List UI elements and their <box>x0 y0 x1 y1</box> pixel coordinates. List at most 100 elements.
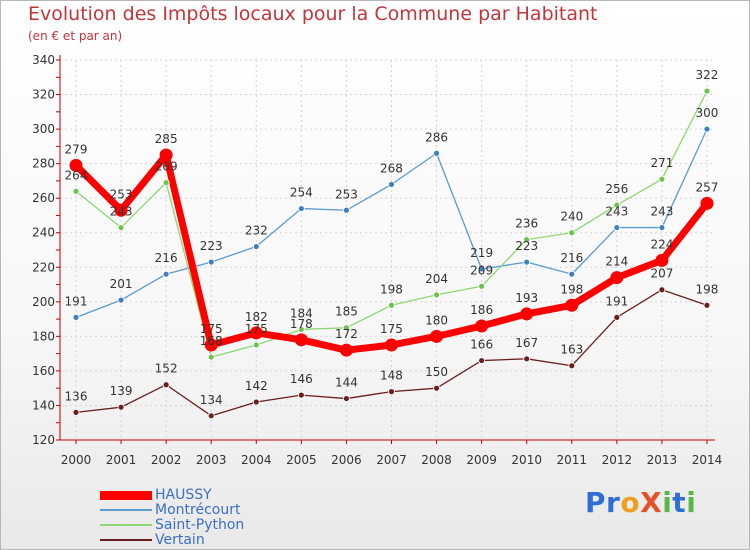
x-tick-label: 2007 <box>376 453 407 467</box>
point-vertain <box>568 362 576 370</box>
data-label-haussy: 253 <box>110 187 133 201</box>
point-haussy <box>700 196 714 210</box>
data-label-saint-python: 256 <box>605 182 628 196</box>
x-tick-label: 2013 <box>647 453 678 467</box>
x-tick-label: 2010 <box>511 453 542 467</box>
data-label-haussy: 214 <box>605 255 628 269</box>
data-label-montr-court: 268 <box>380 161 403 175</box>
data-label-montr-court: 223 <box>200 239 223 253</box>
data-label-haussy: 279 <box>65 142 88 156</box>
data-label-saint-python: 271 <box>650 156 673 170</box>
point-vertain <box>117 403 125 411</box>
data-label-haussy: 182 <box>245 310 268 324</box>
data-label-haussy: 175 <box>200 322 223 336</box>
point-haussy <box>339 343 353 357</box>
data-label-haussy: 285 <box>155 132 178 146</box>
x-axis: 2000 2001 2002 2003 2004 2005 2006 2007 2008 2009… <box>60 439 723 467</box>
x-tick-label: 2006 <box>331 453 362 467</box>
y-tick-label: 220 <box>32 260 55 274</box>
point-haussy <box>430 329 444 343</box>
data-label-haussy: 193 <box>515 291 538 305</box>
y-tick-label: 200 <box>32 295 55 309</box>
point-saint-python <box>658 175 666 183</box>
x-tick-label: 2012 <box>602 453 633 467</box>
point-montr-court <box>433 149 440 157</box>
logo-letter: P <box>585 486 607 519</box>
logo-letter: X <box>640 486 663 519</box>
series-labels: 136 139 152 134 142 146 144 148 150 166 167 163 191 2… <box>65 68 719 407</box>
legend-label: HAUSSY <box>155 487 212 503</box>
data-label-vertain: 152 <box>155 362 178 376</box>
data-label-montr-court: 216 <box>155 251 178 265</box>
point-vertain <box>658 286 666 294</box>
x-tick-label: 2009 <box>466 453 497 467</box>
point-montr-court <box>72 313 80 321</box>
data-label-vertain: 134 <box>200 393 223 407</box>
point-haussy <box>114 203 128 217</box>
data-label-haussy: 186 <box>470 303 493 317</box>
data-label-haussy: 180 <box>425 313 448 327</box>
point-montr-court <box>568 270 576 278</box>
point-saint-python <box>117 224 125 231</box>
data-label-saint-python: 264 <box>65 168 88 182</box>
point-haussy <box>520 307 534 321</box>
data-label-vertain: 139 <box>110 384 133 398</box>
point-saint-python <box>433 291 440 299</box>
point-saint-python <box>478 282 486 290</box>
legend-label: Vertain <box>155 532 205 548</box>
point-vertain <box>478 357 486 364</box>
point-saint-python <box>72 187 80 195</box>
data-label-montr-court: 300 <box>696 106 719 120</box>
x-tick-label: 2000 <box>61 453 92 467</box>
data-label-montr-court: 201 <box>110 277 133 291</box>
data-label-haussy: 198 <box>560 282 583 296</box>
data-label-haussy: 175 <box>380 322 403 336</box>
y-tick-label: 280 <box>32 157 55 171</box>
point-haussy <box>655 253 669 267</box>
point-montr-court <box>613 224 621 231</box>
data-label-saint-python: 269 <box>155 160 178 174</box>
point-saint-python <box>703 87 711 95</box>
point-haussy <box>294 333 308 347</box>
y-tick-label: 140 <box>32 398 55 412</box>
data-label-vertain: 144 <box>335 376 358 390</box>
point-saint-python <box>207 353 215 361</box>
data-label-montr-court: 232 <box>245 224 268 238</box>
legend-swatch <box>100 509 152 511</box>
data-label-saint-python: 168 <box>200 334 223 348</box>
point-haussy <box>69 158 83 172</box>
chart-title: Evolution des Impôts locaux pour la Comm… <box>28 3 598 25</box>
point-montr-court <box>343 206 350 214</box>
point-montr-court <box>388 180 395 188</box>
point-saint-python <box>568 229 576 237</box>
point-vertain <box>207 412 215 420</box>
legend-swatch <box>100 491 152 500</box>
y-tick-label: 240 <box>32 226 55 240</box>
point-haussy <box>159 148 173 162</box>
legend-label: Saint-Python <box>155 517 245 533</box>
x-tick-label: 2014 <box>692 453 723 467</box>
data-label-saint-python: 322 <box>696 68 719 82</box>
point-vertain <box>297 391 305 399</box>
data-label-vertain: 207 <box>650 267 673 281</box>
x-tick-label: 2003 <box>196 453 227 467</box>
x-tick-label: 2002 <box>151 453 182 467</box>
legend-swatch <box>100 524 152 526</box>
point-haussy <box>610 271 624 285</box>
data-label-saint-python: 243 <box>110 205 133 219</box>
y-axis: 120 140 160 180 200 220 240 260 280 300 320 340 <box>32 53 61 447</box>
data-label-haussy: 257 <box>696 180 719 194</box>
logo-letter: t <box>672 486 687 519</box>
point-saint-python <box>388 301 395 309</box>
data-label-saint-python: 198 <box>380 282 403 296</box>
legend-label: Montrécourt <box>155 502 241 518</box>
data-label-montr-court: 219 <box>470 246 493 260</box>
point-saint-python <box>613 201 621 209</box>
data-label-montr-court: 254 <box>290 186 313 200</box>
data-label-saint-python: 236 <box>515 217 538 231</box>
logo-letter: i <box>662 486 673 519</box>
y-tick-label: 340 <box>32 53 55 67</box>
data-label-vertain: 166 <box>470 338 493 352</box>
point-vertain <box>703 301 711 309</box>
data-label-saint-python: 185 <box>335 305 358 319</box>
